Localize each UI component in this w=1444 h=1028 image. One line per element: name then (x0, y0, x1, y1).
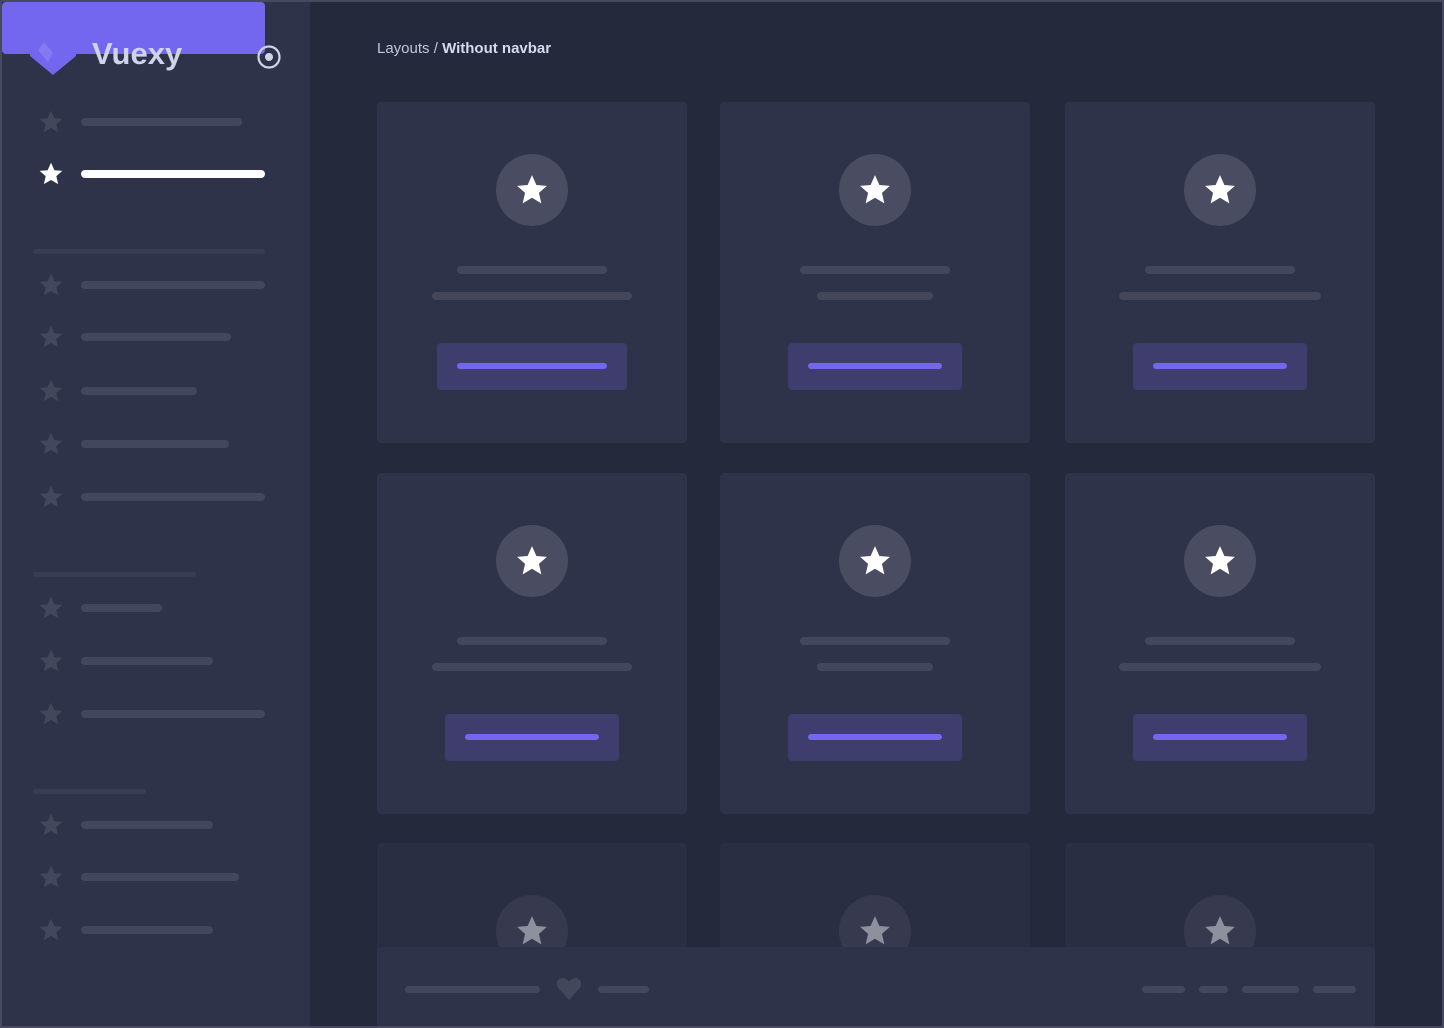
star-icon-circle (496, 154, 568, 226)
star-icon-circle (1184, 525, 1256, 597)
card[interactable] (1065, 473, 1375, 814)
card-title-placeholder (457, 637, 607, 645)
card[interactable] (377, 473, 687, 814)
breadcrumb-separator: / (433, 40, 438, 57)
card-button[interactable] (437, 343, 627, 390)
card-button-label-placeholder (465, 734, 599, 740)
card-text-placeholder (817, 663, 933, 671)
card-button-label-placeholder (1153, 363, 1287, 369)
card-text-placeholder (432, 292, 632, 300)
sidebar-item-label-placeholder (81, 821, 213, 829)
card-text-placeholder (817, 292, 933, 300)
star-icon (38, 648, 64, 674)
footer (377, 947, 1375, 1026)
star-icon-circle (839, 525, 911, 597)
card-button-label-placeholder (1153, 734, 1287, 740)
card[interactable] (720, 102, 1030, 443)
card-button[interactable] (445, 714, 619, 761)
star-icon-circle (1184, 154, 1256, 226)
card-button[interactable] (788, 714, 962, 761)
card[interactable] (377, 102, 687, 443)
star-icon-circle (839, 154, 911, 226)
breadcrumb-current: Without navbar (442, 40, 552, 57)
card-title-placeholder (1145, 266, 1295, 274)
card-title-placeholder (800, 637, 950, 645)
card[interactable] (1065, 102, 1375, 443)
star-icon (38, 701, 64, 727)
star-icon (38, 812, 64, 838)
sidebar-item-label-placeholder (81, 710, 265, 718)
card-button[interactable] (1133, 714, 1307, 761)
star-icon (38, 272, 64, 298)
footer-text-placeholder (598, 986, 649, 993)
breadcrumb-parent[interactable]: Layouts (377, 40, 430, 57)
sidebar-item-label-placeholder (81, 281, 265, 289)
radio-circle-icon[interactable] (256, 44, 282, 70)
vuexy-logo-icon (30, 42, 76, 75)
card-text-placeholder (1119, 663, 1321, 671)
footer-link[interactable] (1142, 986, 1185, 993)
sidebar-item-label-placeholder (81, 493, 265, 501)
footer-link[interactable] (1242, 986, 1299, 993)
sidebar-item-label-placeholder (81, 387, 197, 395)
brand-name: Vuexy (92, 36, 183, 71)
footer-text-placeholder (405, 986, 540, 993)
card[interactable] (720, 473, 1030, 814)
card-button[interactable] (1133, 343, 1307, 390)
card-text-placeholder (432, 663, 632, 671)
section-divider (33, 249, 265, 254)
card-text-placeholder (1119, 292, 1321, 300)
section-divider (33, 789, 146, 794)
star-icon (38, 324, 64, 350)
sidebar-item-label-placeholder (81, 873, 239, 881)
heart-icon (556, 977, 582, 1001)
section-divider (33, 572, 196, 577)
star-icon (38, 484, 64, 510)
card-button-label-placeholder (457, 363, 607, 369)
footer-link[interactable] (1313, 986, 1356, 993)
star-icon (38, 431, 64, 457)
sidebar-item-label-placeholder (81, 657, 213, 665)
star-icon (38, 109, 64, 135)
star-icon (38, 161, 64, 187)
sidebar-item-label-placeholder (81, 604, 162, 612)
star-icon (38, 595, 64, 621)
sidebar: Vuexy (2, 2, 310, 1026)
star-icon (38, 378, 64, 404)
sidebar-item-label-placeholder (81, 333, 231, 341)
sidebar-item-label-placeholder (81, 440, 229, 448)
card-title-placeholder (1145, 637, 1295, 645)
card-button-label-placeholder (808, 734, 942, 740)
star-icon (38, 917, 64, 943)
star-icon-circle (496, 525, 568, 597)
breadcrumb: Layouts / Without navbar (377, 40, 551, 57)
card-button-label-placeholder (808, 363, 942, 369)
sidebar-item-label-placeholder (81, 118, 242, 126)
sidebar-item-label-placeholder (81, 926, 213, 934)
star-icon (38, 864, 64, 890)
footer-link[interactable] (1199, 986, 1228, 993)
sidebar-item-label-placeholder (81, 170, 265, 178)
card-title-placeholder (800, 266, 950, 274)
card-button[interactable] (788, 343, 962, 390)
card-title-placeholder (457, 266, 607, 274)
